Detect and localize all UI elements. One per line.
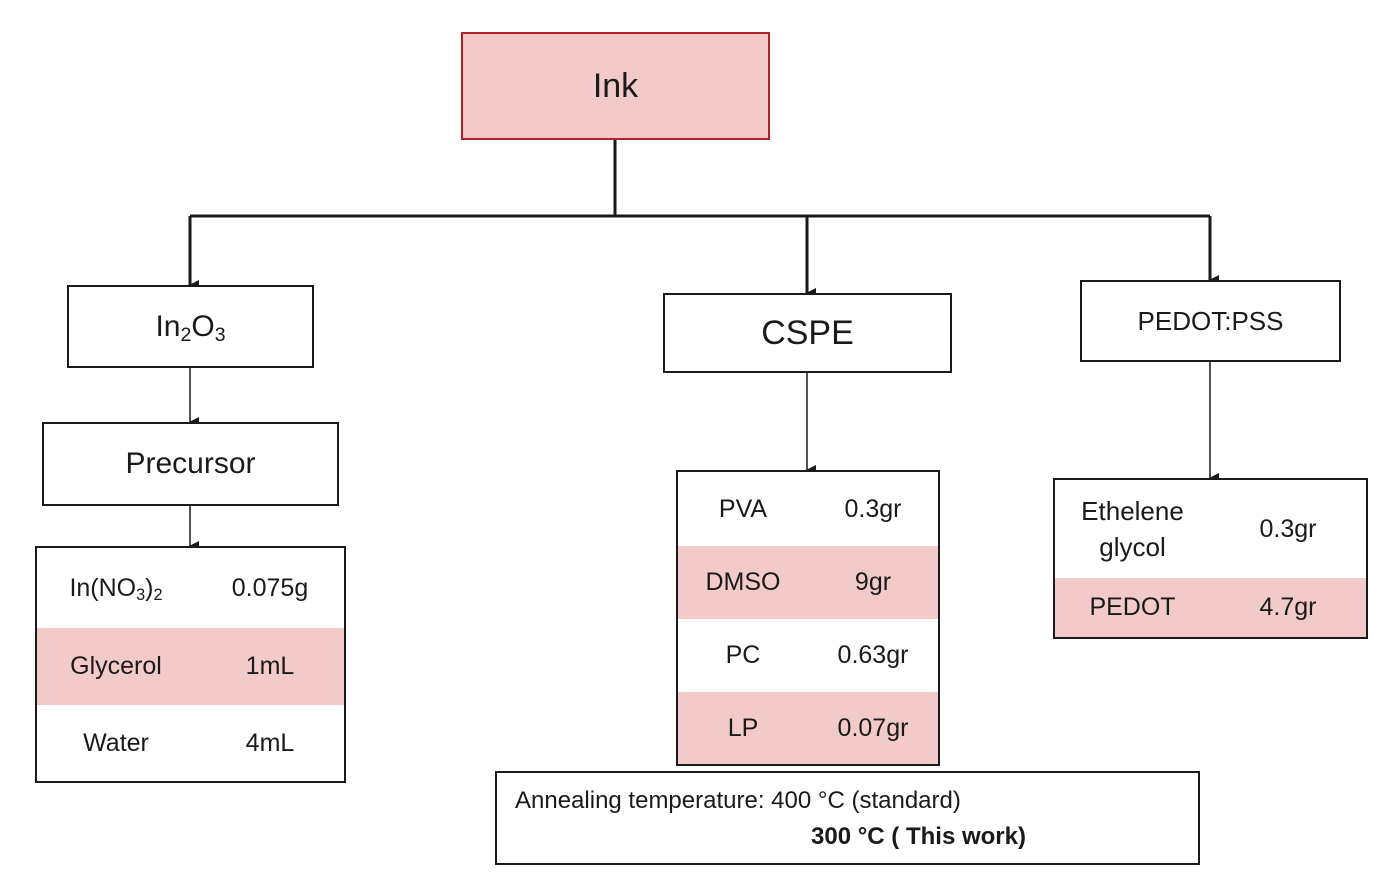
pedot-pss-table: Ethelene glycol 0.3gr PEDOT 4.7gr <box>1053 478 1368 639</box>
ingredient-name: Water <box>83 728 149 757</box>
table-row: LP 0.07gr <box>678 692 938 764</box>
ingredient-name: Glycerol <box>70 652 162 680</box>
ingredient-amount: 1mL <box>245 652 295 680</box>
table-row: Glycerol 1mL <box>37 628 344 705</box>
table-row: Water 4mL <box>37 705 344 781</box>
ingredient-amount: 0.3gr <box>1259 514 1317 543</box>
ingredient-name: PVA <box>718 494 768 523</box>
ingredient-name: Ethelene glycol <box>1081 496 1184 562</box>
annealing-temperature-box: Annealing temperature: 400 °C (standard)… <box>495 771 1200 865</box>
cspe-label: CSPE <box>761 313 854 352</box>
pedot-pss-label: PEDOT:PSS <box>1137 305 1284 336</box>
ingredient-amount: 0.63gr <box>837 641 909 669</box>
precursor-label: Precursor <box>125 447 256 480</box>
ingredient-amount: 4mL <box>245 728 295 757</box>
in2o3-box: In2O3 <box>67 285 314 368</box>
ingredient-amount: 0.07gr <box>837 713 909 742</box>
table-row: Ethelene glycol 0.3gr <box>1055 480 1366 578</box>
ingredient-amount: 9gr <box>854 568 892 596</box>
ingredient-amount: 0.3gr <box>844 494 902 523</box>
ingredient-amount: 0.075g <box>231 573 309 602</box>
table-row: In(NO3)2 0.075g <box>37 548 344 628</box>
ingredient-name: PEDOT <box>1089 593 1176 621</box>
annealing-standard-text: Annealing temperature: 400 °C (standard) <box>515 787 961 814</box>
in2o3-precursor-table: In(NO3)2 0.075g Glycerol 1mL Water 4mL <box>35 546 346 783</box>
root-label: Ink <box>592 66 639 105</box>
table-row: DMSO 9gr <box>678 546 938 619</box>
pedot-pss-box: PEDOT:PSS <box>1080 280 1341 362</box>
ingredient-name: DMSO <box>705 568 781 596</box>
table-row: PVA 0.3gr <box>678 472 938 546</box>
ingredient-amount: 4.7gr <box>1259 593 1317 621</box>
root-ink-box: Ink <box>461 32 770 140</box>
in2o3-label: In2O3 <box>155 309 226 346</box>
cspe-box: CSPE <box>663 293 952 373</box>
ingredient-name: In(NO3)2 <box>69 573 163 604</box>
ingredient-name: PC <box>725 641 761 669</box>
precursor-box: Precursor <box>42 422 339 506</box>
annealing-this-work-text: 300 °C ( This work) <box>811 823 1026 850</box>
cspe-table: PVA 0.3gr DMSO 9gr PC 0.63gr LP 0.07gr <box>676 470 940 766</box>
table-row: PC 0.63gr <box>678 619 938 692</box>
ingredient-name: LP <box>727 713 759 742</box>
table-row: PEDOT 4.7gr <box>1055 578 1366 637</box>
